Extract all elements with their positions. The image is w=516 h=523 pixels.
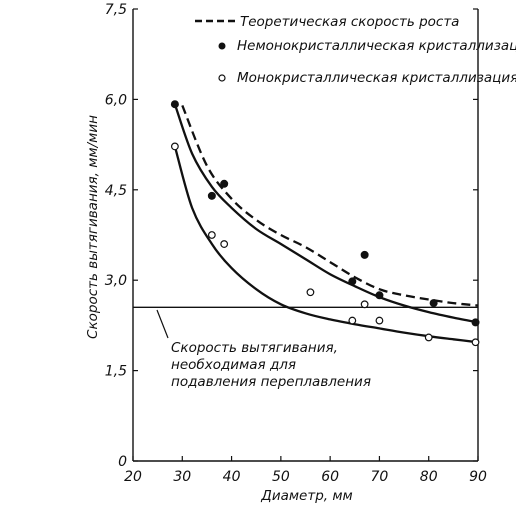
legend: Теоретическая скорость роста Немонокрист… [195, 14, 516, 86]
fit-curves [133, 103, 479, 344]
nonmono-point-7 [471, 318, 480, 327]
mono-point-0 [170, 142, 179, 151]
nonmono-point-3 [348, 277, 357, 286]
annotation: Скорость вытягивания, необходимая для по… [156, 309, 371, 390]
x-tick-label-80: 80 [420, 469, 438, 485]
nonmono-point-6 [429, 299, 438, 308]
annotation-leader [156, 309, 169, 339]
x-tick-label-50: 50 [272, 469, 290, 485]
legend-label-mono: Монокристаллическая кристаллизация [237, 70, 516, 86]
tick-marks: 20 30 40 50 60 70 80 90 0 1,5 3,0 4,5 6,0 7,5 [105, 2, 487, 485]
annotation-line-2: необходимая для [171, 357, 296, 373]
nonmono-point-2 [220, 179, 229, 188]
x-tick-label-90: 90 [469, 469, 487, 485]
x-tick-label-40: 40 [223, 469, 241, 485]
mono-point-5 [360, 300, 369, 309]
mono-point-7 [424, 333, 433, 342]
nonmono-point-4 [360, 250, 369, 259]
legend-label-theoretical: Теоретическая скорость роста [240, 14, 459, 30]
legend-filled-marker [218, 42, 226, 50]
y-axis-label: Скорость вытягивания, мм/мин [85, 115, 101, 339]
mono-point-6 [375, 316, 384, 325]
annotation-line-3: подавления переплавления [171, 374, 371, 390]
y-tick-label-1: 1,5 [105, 364, 127, 380]
theoretical-rate-curve [181, 104, 479, 307]
nonmono-point-5 [375, 291, 384, 300]
x-axis-label: Диаметр, мм [260, 488, 352, 504]
y-tick-label-4: 6,0 [105, 92, 127, 108]
legend-label-nonmono: Немонокристаллическая кристаллизация [237, 38, 516, 54]
mono-point-3 [306, 288, 315, 297]
legend-open-marker [218, 74, 226, 82]
y-tick-label-5: 7,5 [105, 2, 127, 18]
nonmono-fit-curve [173, 103, 479, 324]
mono-point-4 [348, 316, 357, 325]
data-points [170, 100, 480, 347]
axes [132, 9, 479, 462]
x-tick-label-30: 30 [173, 469, 191, 485]
y-tick-label-2: 3,0 [105, 273, 127, 289]
x-tick-label-60: 60 [321, 469, 339, 485]
mono-point-1 [207, 231, 216, 239]
nonmono-point-0 [170, 100, 179, 109]
mono-point-8 [471, 338, 480, 347]
mono-point-2 [220, 240, 229, 248]
x-tick-label-20: 20 [124, 469, 142, 485]
annotation-line-1: Скорость вытягивания, [171, 340, 338, 356]
y-tick-label-0: 0 [118, 454, 127, 470]
x-tick-label-70: 70 [371, 469, 389, 485]
y-tick-label-3: 4,5 [105, 183, 127, 199]
nonmono-point-1 [207, 191, 216, 200]
